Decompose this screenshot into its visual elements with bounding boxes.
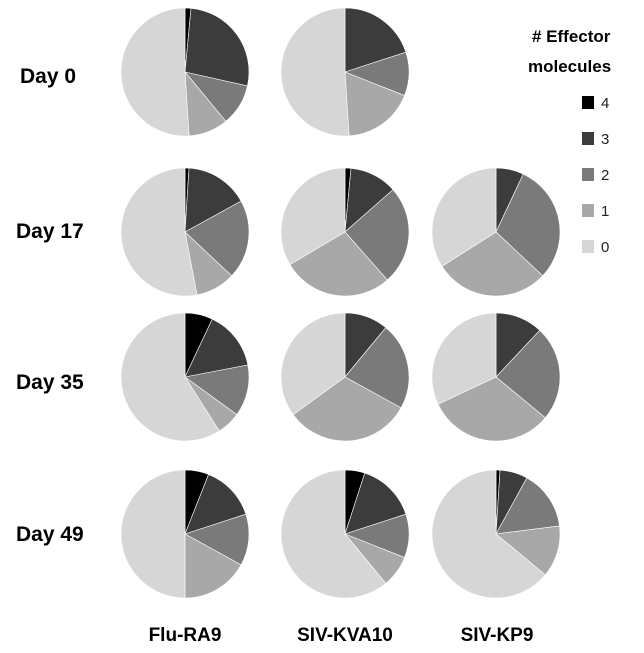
pie-slice-1 — [441, 231, 544, 297]
row-label-day-17: Day 17 — [16, 220, 84, 243]
pie-slice-3 — [184, 7, 250, 87]
pie-slice-0 — [431, 312, 497, 405]
pie-slice-2 — [495, 329, 561, 419]
column-label-siv-kva10: SIV-KVA10 — [297, 625, 393, 646]
pie-slice-0 — [120, 167, 198, 297]
pie-slice-0 — [280, 7, 350, 137]
row-label-day-0: Day 0 — [20, 65, 76, 88]
pie-slice-2 — [184, 200, 250, 277]
pie-day-35-siv-kp9 — [431, 312, 561, 442]
pie-slice-1 — [184, 533, 242, 599]
legend-entries: 4 3 2 1 0 — [582, 95, 609, 256]
pie-slice-2 — [344, 189, 410, 281]
pie-slice-0 — [120, 7, 190, 137]
row-label-day-35: Day 35 — [16, 371, 84, 394]
legend-label-2: 2 — [601, 167, 609, 184]
legend-swatch-1 — [582, 204, 594, 217]
pie-slice-3 — [184, 318, 249, 378]
pie-slice-0 — [431, 469, 546, 599]
legend-swatch-2 — [582, 168, 594, 181]
pie-slice-3 — [344, 472, 407, 535]
pie-slice-2 — [344, 327, 410, 409]
legend-swatch-3 — [582, 132, 594, 145]
pie-day-17-flu-ra9 — [120, 167, 250, 297]
pie-slice-0 — [120, 312, 220, 442]
pie-slice-0 — [280, 469, 387, 599]
pie-slice-0 — [280, 312, 346, 416]
pie-slice-1 — [344, 71, 405, 137]
pie-slice-3 — [344, 7, 407, 73]
pie-slice-1 — [437, 376, 546, 442]
pie-slice-1 — [289, 231, 388, 297]
legend-swatch-4 — [582, 96, 594, 109]
pie-day-35-siv-kva10 — [280, 312, 410, 442]
pie-day-35-flu-ra9 — [120, 312, 250, 442]
legend: # Effector molecules 4 3 2 1 0 — [528, 27, 611, 256]
legend-label-1: 1 — [601, 203, 609, 220]
legend-label-0: 0 — [601, 239, 609, 256]
pie-slice-0 — [280, 167, 346, 265]
pie-day-0-flu-ra9 — [120, 7, 250, 137]
legend-title-line-1: # Effector — [532, 27, 611, 46]
pie-slice-0 — [120, 469, 186, 599]
column-label-flu-ra9: Flu-RA9 — [149, 625, 222, 646]
pie-day-49-flu-ra9 — [120, 469, 250, 599]
legend-label-4: 4 — [601, 95, 609, 112]
pie-day-17-siv-kp9 — [431, 167, 561, 297]
legend-swatch-0 — [582, 240, 594, 253]
pie-slice-3 — [184, 167, 242, 233]
pie-day-49-siv-kva10 — [280, 469, 410, 599]
legend-title-line-2: molecules — [528, 57, 611, 76]
legend-label-3: 3 — [601, 131, 609, 148]
pie-day-0-siv-kva10 — [280, 7, 410, 137]
pie-grid — [120, 7, 561, 599]
pie-day-17-siv-kva10 — [280, 167, 410, 297]
row-label-day-49: Day 49 — [16, 523, 84, 546]
pie-slice-2 — [495, 477, 560, 535]
column-label-siv-kp9: SIV-KP9 — [461, 625, 534, 646]
pie-slice-2 — [495, 173, 561, 277]
pie-day-49-siv-kp9 — [431, 469, 561, 599]
pie-slice-0 — [431, 167, 497, 267]
pie-slice-1 — [292, 376, 402, 442]
